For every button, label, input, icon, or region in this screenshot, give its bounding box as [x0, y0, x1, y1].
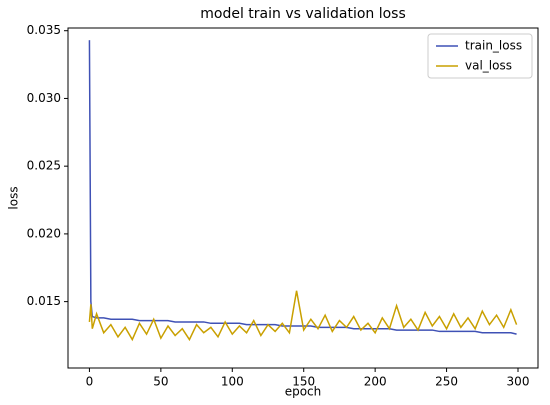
- y-tick-label: 0.020: [27, 226, 61, 240]
- line-series: [88, 290, 518, 342]
- x-tick-label: 0: [86, 375, 94, 389]
- chart-title: model train vs validation loss: [200, 6, 406, 22]
- plot-frame: [67, 27, 539, 369]
- x-axis-label: epoch: [285, 385, 322, 399]
- line-series: [88, 40, 517, 335]
- legend-label: val_loss: [465, 59, 512, 73]
- x-tick-label: 100: [221, 375, 244, 389]
- y-axis-label: loss: [7, 186, 21, 209]
- x-tick-label: 150: [292, 375, 315, 389]
- y-tick-label: 0.035: [27, 23, 61, 37]
- y-tick-label: 0.030: [27, 91, 61, 105]
- legend-box: [427, 33, 533, 79]
- x-tick-label: 300: [507, 375, 530, 389]
- x-tick-label: 50: [153, 375, 168, 389]
- legend-label: train_loss: [465, 39, 522, 53]
- x-tick-label: 250: [435, 375, 458, 389]
- y-tick-label: 0.015: [27, 294, 61, 308]
- x-tick-label: 200: [364, 375, 387, 389]
- y-tick-label: 0.025: [27, 159, 61, 173]
